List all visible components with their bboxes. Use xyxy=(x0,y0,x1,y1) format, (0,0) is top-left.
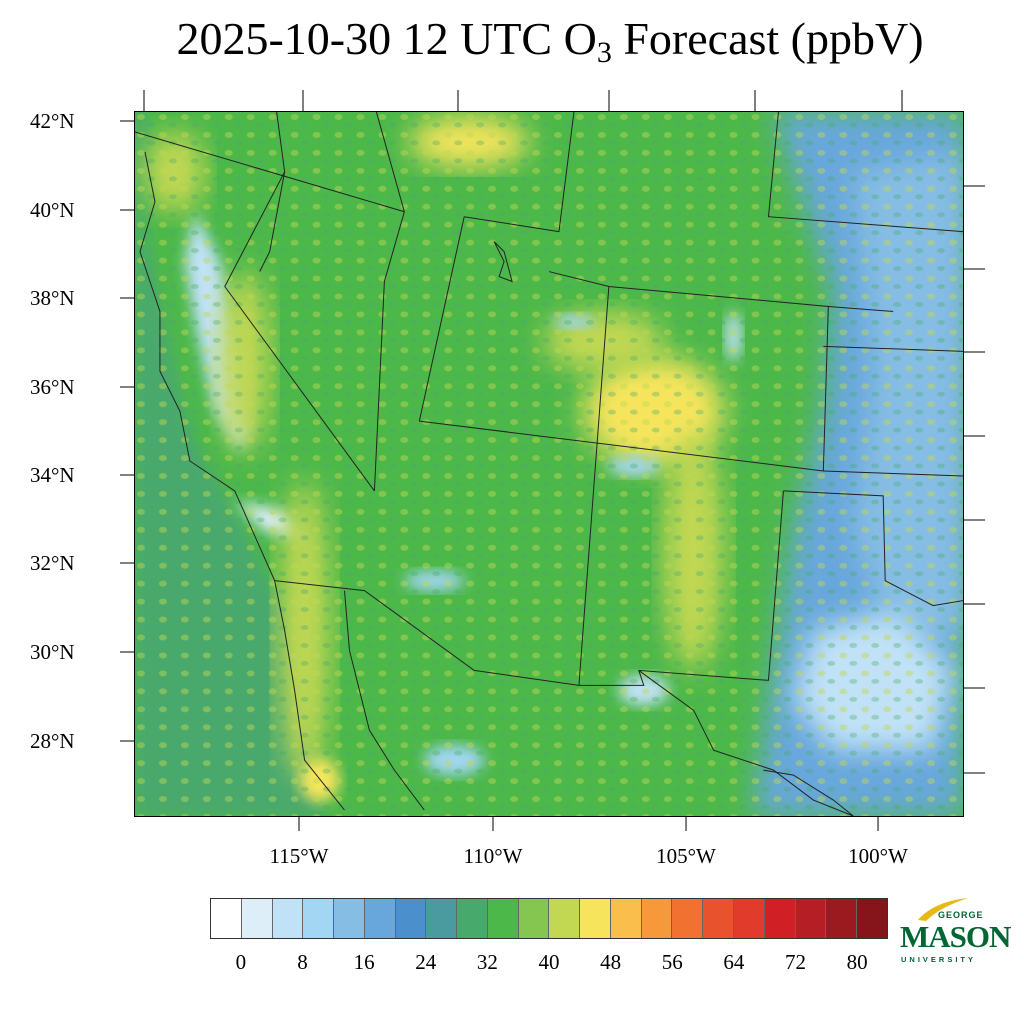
colorbar-swatch xyxy=(426,899,458,938)
colorbar-swatch xyxy=(457,899,488,938)
lat-label-32: 32°N xyxy=(30,551,75,575)
colorbar xyxy=(210,898,888,939)
colorbar-swatch xyxy=(734,899,765,938)
california-nevada-border xyxy=(224,171,375,492)
colorbar-tick-label: 72 xyxy=(785,950,807,974)
lat-label-28: 28°N xyxy=(30,729,75,753)
pacific-coastline xyxy=(139,151,345,811)
lat-label-40: 40°N xyxy=(30,198,75,222)
colorbar-swatch xyxy=(395,899,427,938)
colorbar-tick-label: 32 xyxy=(476,950,498,974)
ozone-map xyxy=(134,111,964,817)
colorbar-tick-label: 40 xyxy=(538,950,560,974)
lat-label-30: 30°N xyxy=(30,640,75,664)
colorbar-tick-label: 24 xyxy=(415,950,437,974)
logo-mason-text: MASON xyxy=(900,919,1011,954)
gulf-california-coast xyxy=(343,590,425,811)
title-suffix: Forecast (ppbV) xyxy=(611,13,924,64)
utah-colorado-divide xyxy=(578,286,610,686)
colorbar-tick-label: 64 xyxy=(723,950,745,974)
colorbar-swatch xyxy=(764,899,796,938)
colorbar-swatch xyxy=(672,899,704,938)
colorbar-tick-label: 8 xyxy=(297,950,308,974)
colorbar-swatch xyxy=(487,899,519,938)
utah-north-border xyxy=(418,216,465,422)
nevada-utah-border xyxy=(373,211,405,491)
lon-label-115: 115°W xyxy=(269,844,329,868)
colorado-border xyxy=(548,271,829,471)
plains-borders xyxy=(823,305,963,477)
four-corners-line xyxy=(419,420,824,472)
lon-label-105: 105°W xyxy=(656,844,716,868)
colorbar-swatch xyxy=(549,899,581,938)
colorbar-swatch xyxy=(641,899,673,938)
colorbar-tick-label: 56 xyxy=(661,950,683,974)
colorbar-swatch xyxy=(364,899,396,938)
map-title: 2025-10-30 12 UTC O3 Forecast (ppbV) xyxy=(0,12,1024,68)
colorbar-tick-label: 0 xyxy=(235,950,247,974)
oklahoma-texas-border xyxy=(783,490,963,607)
ozone-field xyxy=(135,112,963,816)
gmu-logo: GEORGE MASON UNIVERSITY xyxy=(898,896,1011,970)
terrain-texture xyxy=(135,112,963,816)
lat-label-42: 42°N xyxy=(30,109,75,133)
nevada-west-border xyxy=(259,112,286,272)
colorbar-swatch xyxy=(610,899,642,938)
colorbar-swatch xyxy=(826,899,858,938)
colorbar-swatch xyxy=(303,899,335,938)
colorbar-tick-label: 16 xyxy=(353,950,375,974)
lat-label-36: 36°N xyxy=(30,375,75,399)
logo-university-text: UNIVERSITY xyxy=(901,955,977,964)
great-salt-lake xyxy=(493,241,513,283)
lon-label-110: 110°W xyxy=(463,844,523,868)
lat-label-38: 38°N xyxy=(30,286,75,310)
colorbar-swatch xyxy=(334,899,365,938)
title-subscript: 3 xyxy=(596,36,612,69)
lon-label-100: 100°W xyxy=(848,844,908,868)
colorbar-swatch xyxy=(857,899,887,938)
oregon-border xyxy=(135,131,405,213)
idaho-west-border xyxy=(375,112,405,212)
colorbar-tick-label: 48 xyxy=(600,950,622,974)
colorbar-swatch xyxy=(795,899,827,938)
borders xyxy=(135,112,963,816)
colorbar-swatch xyxy=(518,899,550,938)
texas-coast xyxy=(763,769,854,816)
title-prefix: 2025-10-30 12 UTC O xyxy=(176,13,597,64)
idaho-wyoming-border xyxy=(464,112,575,233)
logo-george-text: GEORGE xyxy=(938,910,984,920)
colorbar-tick-label: 80 xyxy=(846,950,868,974)
colorbar-swatch xyxy=(580,899,611,938)
colorbar-swatch xyxy=(703,899,735,938)
us-mexico-border xyxy=(274,580,579,686)
logo-swoosh-icon xyxy=(918,898,968,921)
rio-grande-border xyxy=(638,670,854,816)
colorbar-swatch xyxy=(272,899,304,938)
colorbar-swatch xyxy=(241,899,273,938)
lat-label-34: 34°N xyxy=(30,463,75,487)
colorbar-swatch xyxy=(211,899,242,938)
dakota-border xyxy=(767,112,963,233)
